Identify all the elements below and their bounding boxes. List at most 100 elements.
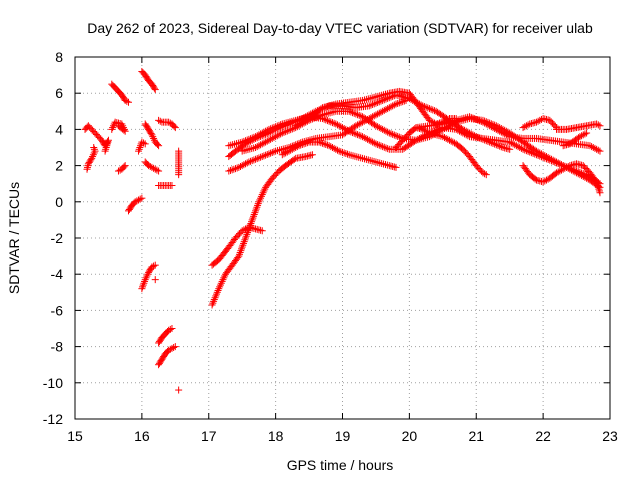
data-point [327, 118, 335, 126]
data-point [446, 136, 453, 144]
data-point [170, 344, 178, 352]
y-tick-label: -8 [51, 339, 64, 355]
data-point [125, 98, 132, 106]
data-point [238, 227, 246, 235]
data-point [579, 131, 587, 139]
data-point [216, 283, 224, 291]
data-point [267, 125, 275, 133]
data-point [365, 136, 373, 144]
data-point [380, 106, 388, 114]
data-point [302, 139, 310, 147]
data-point [175, 386, 183, 394]
data-point [244, 229, 252, 237]
data-point [547, 155, 555, 163]
data-point [242, 232, 250, 240]
data-point [369, 138, 377, 146]
data-point [524, 147, 532, 155]
tick-labels: 15 16 17 18 19 20 21 22 23 -12 -10 -8 -6 -4 -2 0 2 4 6 8 [43, 49, 618, 444]
data-point [235, 252, 243, 260]
data-point [243, 159, 251, 167]
data-point [275, 131, 283, 139]
data-point [250, 156, 258, 164]
data-point [259, 189, 267, 197]
data-point [337, 123, 345, 131]
data-point [519, 124, 527, 132]
data-point [556, 167, 564, 175]
data-point [166, 345, 174, 353]
data-point [335, 147, 343, 155]
data-point [135, 147, 143, 155]
data-point [335, 122, 343, 130]
data-point [252, 205, 260, 213]
data-point [262, 127, 270, 135]
data-point [424, 128, 432, 136]
data-point [225, 167, 233, 175]
data-point [563, 163, 571, 171]
data-point [583, 129, 591, 137]
data-point [254, 201, 262, 209]
data-point [155, 167, 163, 175]
data-point [135, 196, 143, 204]
data-point [489, 124, 497, 132]
data-point [257, 141, 265, 149]
data-point [258, 191, 266, 199]
data-point [502, 131, 510, 139]
data-point [347, 128, 355, 136]
data-point [91, 147, 99, 155]
data-point [583, 174, 591, 182]
data-point [486, 122, 494, 130]
data-point [250, 133, 258, 141]
data-point [232, 165, 239, 173]
data-point [352, 122, 360, 130]
data-point [252, 144, 260, 151]
data-point [320, 140, 328, 148]
data-point [512, 142, 520, 150]
data-point [270, 148, 278, 156]
data-point [375, 98, 383, 106]
data-point [325, 142, 333, 150]
data-point [559, 165, 567, 173]
data-point [471, 115, 479, 123]
data-point [262, 151, 270, 159]
data-point [141, 140, 149, 148]
data-point [90, 145, 98, 153]
data-point [345, 107, 353, 115]
data-point [511, 141, 519, 149]
data-point [330, 144, 338, 152]
data-point [464, 132, 472, 140]
data-point [247, 220, 255, 228]
data-point [101, 147, 109, 155]
data-point [262, 138, 270, 146]
data-point [257, 194, 265, 202]
data-point [558, 166, 566, 174]
data-point [298, 140, 306, 148]
data-point [236, 248, 244, 256]
data-point [268, 124, 276, 132]
data-point [586, 142, 594, 150]
data-point [258, 153, 266, 161]
data-point [255, 154, 263, 162]
data-point [236, 250, 244, 258]
data-point [238, 243, 246, 251]
data-point [102, 145, 110, 153]
data-point [554, 168, 562, 176]
data-point [506, 145, 514, 153]
data-point [273, 132, 281, 140]
data-point [479, 118, 487, 126]
data-point [121, 162, 129, 170]
data-point [345, 127, 353, 135]
data-point [246, 221, 254, 229]
data-point [457, 128, 465, 136]
data-point [594, 121, 602, 129]
data-point [352, 130, 360, 138]
data-point [249, 214, 257, 222]
y-tick-label: 6 [55, 85, 63, 101]
data-point [288, 125, 296, 133]
data-point [357, 119, 365, 127]
data-point [337, 148, 345, 156]
data-point [462, 131, 470, 139]
data-point [328, 119, 336, 127]
data-point [210, 297, 218, 305]
data-point [121, 96, 129, 104]
data-point [237, 163, 245, 171]
